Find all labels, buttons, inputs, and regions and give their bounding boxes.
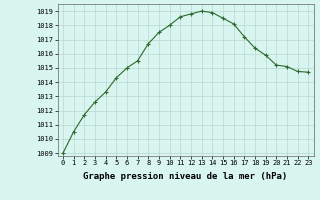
X-axis label: Graphe pression niveau de la mer (hPa): Graphe pression niveau de la mer (hPa) [84, 172, 288, 181]
